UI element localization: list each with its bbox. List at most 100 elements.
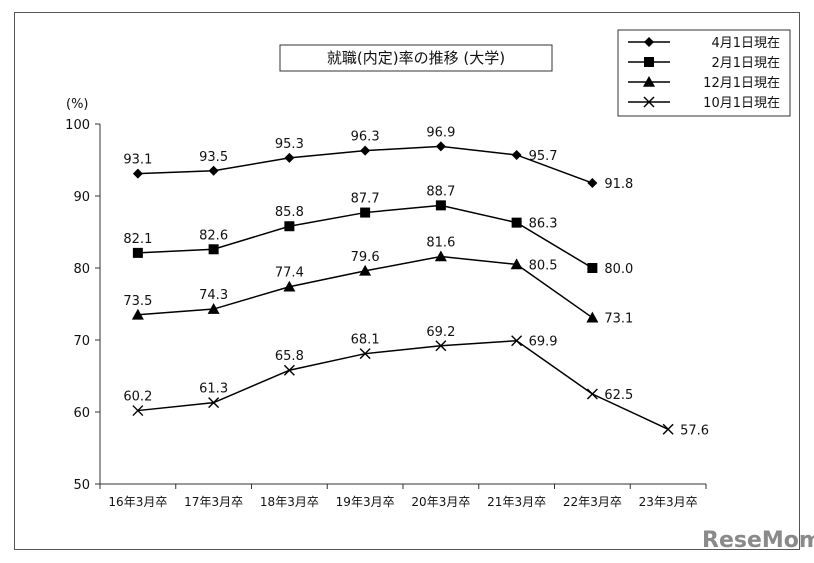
x-tick-label: 19年3月卒 <box>336 495 395 509</box>
data-point <box>360 207 371 218</box>
y-tick-label: 70 <box>73 334 90 349</box>
x-marker-stroke <box>208 397 220 409</box>
x-tick-label: 23年3月卒 <box>639 495 698 509</box>
x-tick-label: 22年3月卒 <box>563 495 622 509</box>
data-label: 88.7 <box>426 184 455 199</box>
legend-item: 10月1日現在 <box>628 96 780 111</box>
chart-title-box: 就職(内定)率の推移 (大学) <box>279 44 553 72</box>
x-marker-stroke <box>586 388 598 400</box>
data-label: 69.9 <box>529 335 558 350</box>
data-label: 60.2 <box>123 390 152 405</box>
data-point <box>511 335 523 347</box>
data-label: 96.9 <box>426 125 455 140</box>
data-label: 82.6 <box>199 228 228 243</box>
data-point <box>208 397 220 409</box>
legend-label: 12月1日現在 <box>703 76 780 91</box>
chart-title: 就職(内定)率の推移 (大学) <box>327 49 505 67</box>
x-tick-label: 18年3月卒 <box>260 495 319 509</box>
data-point <box>208 244 219 255</box>
legend-label: 2月1日現在 <box>711 56 780 71</box>
series-4: 60.2 61.3 65.8 68.1 69.2 69.9 62.5 57.6 <box>123 325 709 439</box>
data-point <box>359 348 371 360</box>
legend: 4月1日現在 2月1日現在 12月1日現在 10月1日現在 <box>617 29 791 117</box>
data-label: 86.3 <box>529 217 558 232</box>
legend-item: 12月1日現在 <box>628 76 780 91</box>
legend-marker <box>644 57 654 67</box>
data-point <box>511 217 522 228</box>
data-label: 65.8 <box>275 349 304 364</box>
axes: 50 60 70 80 90 100 16年3月卒 17年3月卒 18年3月卒 19年3月卒 20年… <box>65 118 707 509</box>
data-label: 68.1 <box>351 333 380 348</box>
resemom-logo: ReseMom <box>702 528 814 553</box>
series-1: 93.1 93.5 95.3 96.3 96.9 95.7 91.8 <box>123 125 633 192</box>
y-axis-unit: (%) <box>66 97 89 112</box>
data-label: 57.6 <box>680 423 709 438</box>
x-marker-stroke <box>643 96 655 108</box>
data-point <box>283 280 296 292</box>
y-tick-label: 80 <box>73 262 90 277</box>
data-label: 80.0 <box>604 262 633 277</box>
data-label: 96.3 <box>351 130 380 145</box>
data-point <box>435 200 446 211</box>
series-line <box>137 339 669 430</box>
y-tick-label: 50 <box>73 478 90 493</box>
x-marker-stroke <box>511 335 523 347</box>
series-layer: 93.1 93.5 95.3 96.3 96.9 95.7 91.8 82.1 82.6 85.8… <box>123 125 709 438</box>
x-marker-stroke <box>435 340 447 352</box>
data-label: 95.7 <box>529 149 558 164</box>
data-label: 87.7 <box>351 192 380 207</box>
data-label: 74.3 <box>199 288 228 303</box>
data-point <box>662 423 674 435</box>
x-tick-label: 20年3月卒 <box>411 495 470 509</box>
x-marker-stroke <box>359 348 371 360</box>
data-point <box>132 247 143 258</box>
data-point <box>511 149 522 160</box>
x-marker-stroke <box>662 423 674 435</box>
data-point <box>587 178 598 189</box>
data-point <box>434 250 447 262</box>
data-point <box>359 264 372 276</box>
legend-label: 4月1日現在 <box>711 36 780 51</box>
legend-item: 2月1日現在 <box>628 56 780 71</box>
x-marker-stroke <box>132 405 144 417</box>
data-label: 95.3 <box>275 137 304 152</box>
y-tick-label: 100 <box>65 118 90 133</box>
data-point <box>131 308 144 320</box>
x-tick-label: 21年3月卒 <box>487 495 546 509</box>
series-3: 73.5 74.3 77.4 79.6 81.6 80.5 73.1 <box>123 235 633 326</box>
data-label: 61.3 <box>199 382 228 397</box>
legend-item: 4月1日現在 <box>628 36 780 51</box>
data-label: 79.6 <box>351 250 380 265</box>
data-label: 69.2 <box>426 325 455 340</box>
data-point <box>435 141 446 152</box>
data-label: 93.1 <box>123 153 152 168</box>
data-label: 80.5 <box>529 258 558 273</box>
data-label: 73.1 <box>604 312 633 327</box>
data-point <box>284 221 295 232</box>
legend-marker <box>644 37 654 47</box>
x-marker-stroke <box>283 364 295 376</box>
data-point <box>435 340 447 352</box>
data-point <box>510 258 523 270</box>
data-point <box>208 165 219 176</box>
data-label: 73.5 <box>123 294 152 309</box>
x-tick-label: 17年3月卒 <box>184 495 243 509</box>
data-point <box>360 145 371 156</box>
y-tick-label: 90 <box>73 190 90 205</box>
data-point <box>587 263 598 273</box>
data-point <box>586 311 599 323</box>
data-label: 91.8 <box>604 177 633 192</box>
legend-marker <box>643 76 655 87</box>
data-point <box>284 152 295 163</box>
data-point <box>207 303 220 314</box>
x-tick-label: 16年3月卒 <box>108 495 167 509</box>
data-label: 81.6 <box>426 235 455 250</box>
data-point <box>283 364 295 376</box>
data-point <box>132 168 143 179</box>
data-point <box>132 405 144 417</box>
y-tick-label: 60 <box>73 406 90 421</box>
data-point <box>586 388 598 400</box>
data-label: 77.4 <box>275 266 304 281</box>
data-label: 93.5 <box>199 150 228 165</box>
